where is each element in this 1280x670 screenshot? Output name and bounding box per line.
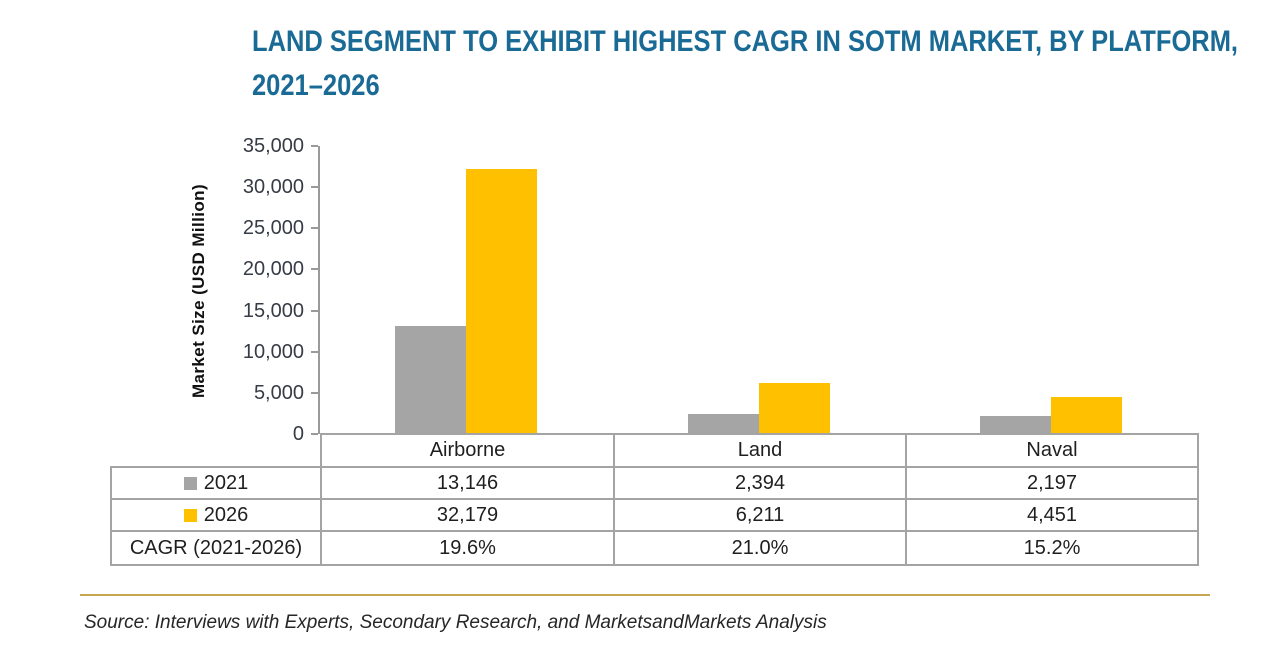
chart-title-line2: 2021–2026 <box>252 69 380 102</box>
y-tick-mark <box>311 391 318 394</box>
cagr-naval: 15.2% <box>905 530 1199 566</box>
y-tick-label: 15,000 <box>242 299 304 322</box>
value-2021-naval: 2,197 <box>905 466 1199 500</box>
value-2021-airborne: 13,146 <box>320 466 615 500</box>
y-tick-mark <box>311 309 318 312</box>
y-tick-label: 10,000 <box>242 340 304 363</box>
table-row-cagr: CAGR (2021-2026) 19.6% 21.0% 15.2% <box>110 530 1199 566</box>
y-tick-mark <box>311 268 318 271</box>
legend-swatch-2021 <box>183 476 197 490</box>
chart-title: LAND SEGMENT TO EXHIBIT HIGHEST CAGR IN … <box>252 20 1238 108</box>
y-tick-mark <box>311 227 318 230</box>
source-note: Source: Interviews with Experts, Seconda… <box>84 612 827 633</box>
y-tick-label: 20,000 <box>242 258 304 281</box>
y-tick-label: 25,000 <box>242 217 304 240</box>
table-header-row: Airborne Land Naval <box>111 433 1199 468</box>
table-row-2026: 2026 32,179 6,211 4,451 <box>110 498 1199 532</box>
chart-title-line1: LAND SEGMENT TO EXHIBIT HIGHEST CAGR IN … <box>252 25 1239 58</box>
cagr-airborne: 19.6% <box>320 530 615 566</box>
value-2026-land: 6,211 <box>613 498 907 532</box>
column-header-land: Land <box>613 433 907 468</box>
legend-cell-2026: 2026 <box>110 498 322 532</box>
y-tick-label: 30,000 <box>242 176 304 199</box>
gold-divider-line <box>80 594 1210 596</box>
legend-label-2026: 2026 <box>203 503 249 526</box>
y-axis: 0 5,000 10,000 15,000 20,000 25,000 30,000 35,0… <box>195 135 318 445</box>
table-row-2021: 2021 13,146 2,394 2,197 <box>110 466 1199 500</box>
cagr-row-label: CAGR (2021-2026) <box>110 530 322 566</box>
bar-2026-land <box>758 383 830 434</box>
bar-2026-naval <box>1050 397 1122 434</box>
column-header-naval: Naval <box>905 433 1199 468</box>
cagr-land: 21.0% <box>613 530 907 566</box>
bar-2021-naval <box>979 416 1051 434</box>
y-tick-label: 5,000 <box>253 381 304 404</box>
bar-2021-airborne <box>395 326 467 434</box>
legend-label-2021: 2021 <box>203 471 249 494</box>
legend-cell-2021: 2021 <box>110 466 322 500</box>
y-tick-mark <box>311 186 318 189</box>
y-tick-label: 0 <box>292 423 304 445</box>
bar-2026-airborne <box>466 169 538 434</box>
table-corner-cell <box>111 434 321 467</box>
y-tick-mark <box>311 350 318 353</box>
column-header-airborne: Airborne <box>320 433 615 468</box>
value-2021-land: 2,394 <box>613 466 907 500</box>
y-tick-label: 35,000 <box>242 135 304 157</box>
data-table: Airborne Land Naval 2021 13,146 2,394 2,… <box>110 433 1199 566</box>
legend-swatch-2026 <box>183 508 197 522</box>
y-tick-mark <box>311 433 318 435</box>
value-2026-airborne: 32,179 <box>320 498 615 532</box>
plot-area <box>318 146 1197 434</box>
bar-2021-land <box>687 414 759 434</box>
value-2026-naval: 4,451 <box>905 498 1199 532</box>
y-tick-mark <box>311 145 318 147</box>
